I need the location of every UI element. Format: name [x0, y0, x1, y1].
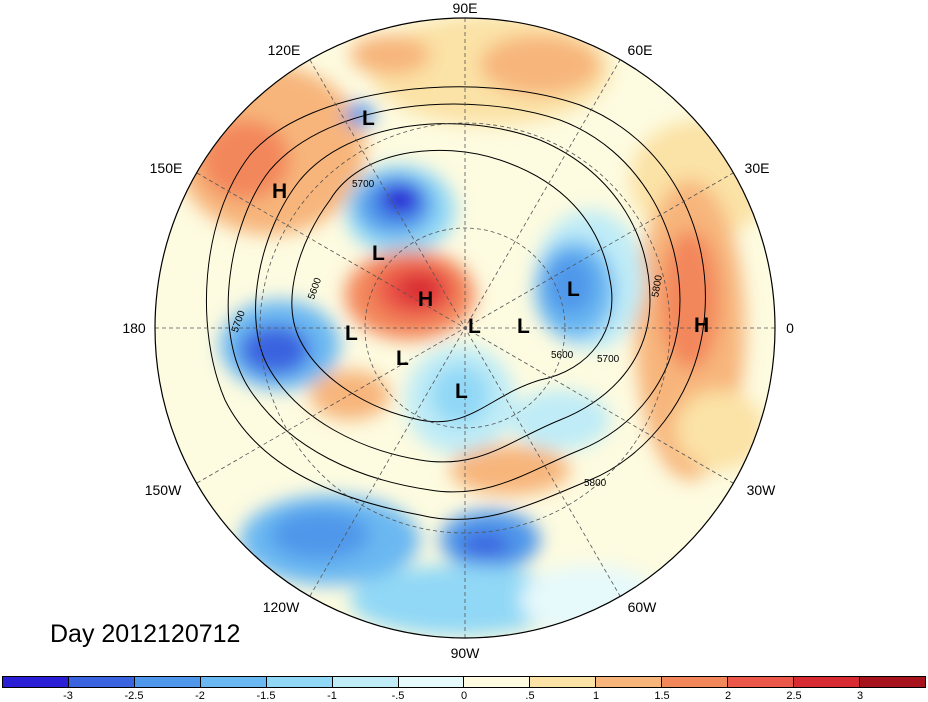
colorbar-segment [596, 677, 663, 687]
contour-label: 5600 [551, 350, 574, 361]
colorbar-segment [530, 677, 597, 687]
lon-label-180: 180 [122, 320, 146, 336]
colorbar-tick-label: 3 [856, 690, 864, 702]
graticule [155, 18, 775, 638]
colorbar-tick-label: -3 [63, 690, 73, 702]
lon-label-150e: 150E [149, 160, 183, 176]
colorbar-segment [68, 677, 135, 687]
colorbar-tick-label: -2.5 [124, 690, 144, 702]
pressure-center-low: L [362, 107, 375, 130]
colorbar-segment [794, 677, 860, 687]
pressure-center-high: H [272, 180, 287, 203]
contour-label: 5800 [650, 274, 665, 298]
lon-label-30e: 30E [744, 160, 770, 176]
colorbar-segment [398, 677, 465, 687]
lon-label-30w: 30W [746, 482, 776, 498]
colorbar [2, 676, 926, 688]
colorbar-tick-label: 2 [724, 690, 732, 702]
colorbar-segment [464, 677, 531, 687]
map-boundary [154, 17, 776, 639]
pressure-center-low: L [345, 322, 358, 345]
colorbar-tick-label: -1.5 [256, 690, 276, 702]
colorbar-segment [134, 677, 201, 687]
anomaly-field [155, 18, 775, 638]
colorbar-segment [859, 677, 925, 687]
lon-label-60w: 60W [627, 599, 657, 615]
pressure-center-low: L [567, 278, 580, 301]
colorbar-tick-label: -.5 [391, 690, 405, 702]
pressure-center-low: L [396, 347, 409, 370]
lon-label-90e: 90E [452, 0, 478, 16]
polar-map: L H L L H L L L L L H 5700 5600 5700 580… [154, 17, 776, 639]
map-title: Day 2012120712 [50, 620, 241, 648]
colorbar-segment [3, 677, 69, 687]
colorbar-tick-label: -1 [327, 690, 337, 702]
colorbar-segment [332, 677, 399, 687]
colorbar-segment [200, 677, 267, 687]
lon-label-120e: 120E [267, 42, 301, 58]
lon-label-150w: 150W [144, 482, 182, 498]
pressure-center-high: H [418, 288, 433, 311]
pressure-center-low: L [372, 242, 385, 265]
colorbar-tick-label: 1 [592, 690, 600, 702]
colorbar-tick-label: .5 [525, 690, 535, 702]
colorbar-segment [728, 677, 795, 687]
lon-label-90w: 90W [450, 645, 480, 661]
colorbar-tick-label: 2.5 [786, 690, 802, 702]
contour-label: 5700 [597, 354, 620, 365]
geopotential-contours [205, 86, 706, 521]
colorbar-tick-label: -2 [195, 690, 205, 702]
pressure-center-low: L [455, 380, 468, 403]
lon-label-60e: 60E [627, 42, 653, 58]
colorbar-segment [662, 677, 729, 687]
colorbar-tick-label: 0 [460, 690, 468, 702]
pressure-center-low: L [468, 315, 481, 338]
colorbar-tick-label: 1.5 [654, 690, 670, 702]
pressure-center-low: L [517, 315, 530, 338]
pressure-center-high: H [694, 314, 709, 337]
lon-label-120w: 120W [262, 599, 300, 615]
colorbar-segment [266, 677, 333, 687]
lon-label-0: 0 [786, 320, 794, 336]
contour-label: 5700 [352, 179, 375, 190]
pressure-centers: L H L L H L L L L L H [272, 107, 709, 403]
contour-label: 5800 [584, 478, 607, 489]
